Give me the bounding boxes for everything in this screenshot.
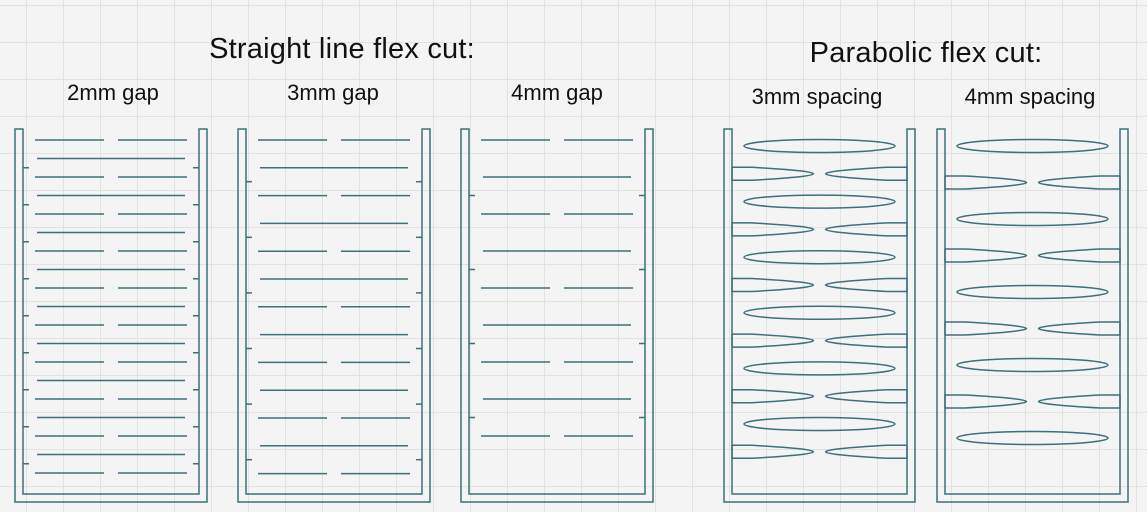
parabolic-slot-left [944, 321, 1028, 336]
parabolic-flex-cut-title: Parabolic flex cut: [809, 37, 1043, 69]
parabolic-panel-3mm [723, 128, 916, 503]
parabolic-slot [956, 357, 1109, 373]
parabolic-slot [743, 305, 896, 321]
parabolic-slot-right [824, 444, 908, 460]
panel-label-4mm-spacing: 4mm spacing [964, 84, 1096, 109]
parabolic-panel-4mm [936, 128, 1129, 503]
parabolic-slot-left [731, 277, 815, 293]
parabolic-slot-left [944, 394, 1028, 409]
parabolic-slot [743, 249, 896, 265]
parabolic-slot [743, 416, 896, 432]
parabolic-slot-left [731, 388, 815, 404]
panel-frame [723, 128, 916, 503]
panel-label-2mm-gap: 2mm gap [67, 80, 159, 105]
straight-line-panels [14, 128, 654, 503]
straight-panel-4mm [460, 128, 654, 503]
panel-frame [460, 128, 654, 503]
parabolic-slot-right [1037, 248, 1121, 263]
parabolic-slot-right [1037, 394, 1121, 409]
parabolic-slot-right [824, 222, 908, 237]
panel-frame [936, 128, 1129, 503]
parabolic-slot [956, 138, 1109, 154]
parabolic-slot-right [1037, 321, 1121, 336]
parabolic-slot [956, 211, 1109, 227]
parabolic-slot-left [944, 248, 1028, 263]
straight-panel-3mm [237, 128, 431, 503]
panel-frame [14, 128, 208, 503]
parabolic-panels [723, 128, 1129, 503]
parabolic-slot [956, 430, 1109, 446]
parabolic-slot-right [824, 277, 908, 293]
panel-label-4mm-gap: 4mm gap [511, 80, 603, 105]
parabolic-slot-left [731, 222, 815, 237]
parabolic-slot-right [824, 388, 908, 404]
panel-frame [237, 128, 431, 503]
parabolic-slot [743, 361, 896, 376]
parabolic-slot-right [824, 166, 908, 182]
parabolic-slot [956, 284, 1109, 300]
parabolic-slot-right [1037, 175, 1121, 190]
parabolic-slot-left [731, 166, 815, 182]
straight-line-flex-cut-title: Straight line flex cut: [209, 33, 475, 65]
panel-label-3mm-gap: 3mm gap [287, 80, 379, 105]
straight-panel-2mm [14, 128, 208, 503]
parabolic-slot-left [731, 444, 815, 460]
parabolic-slot-right [824, 333, 908, 348]
parabolic-slot-left [944, 175, 1028, 190]
parabolic-slot [743, 138, 896, 154]
panel-label-3mm-spacing: 3mm spacing [751, 84, 883, 109]
parabolic-slot-left [731, 333, 815, 348]
parabolic-slot [743, 194, 896, 209]
